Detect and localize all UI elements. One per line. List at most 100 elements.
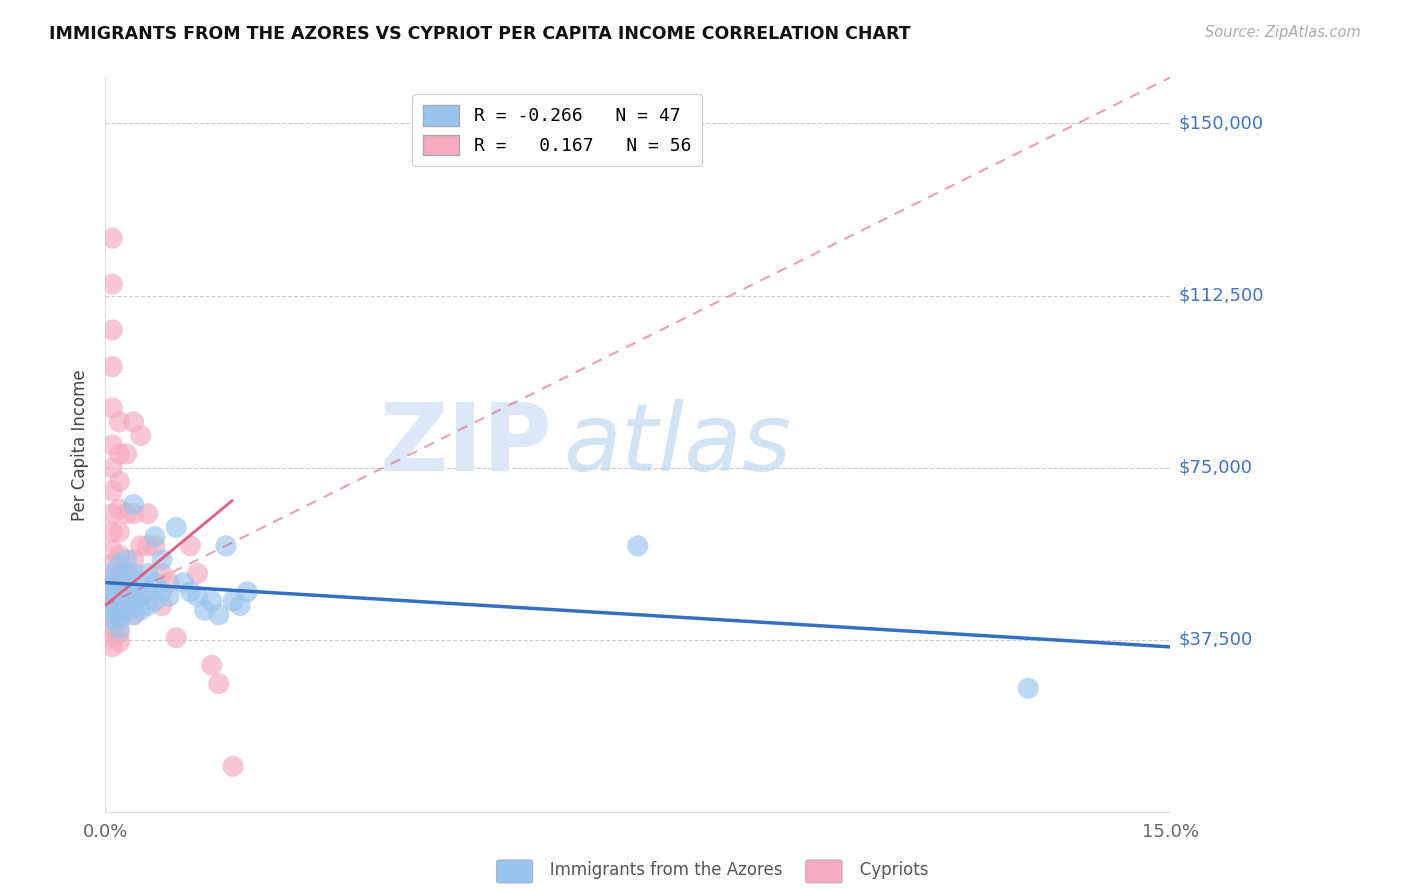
Point [101,558,124,572]
Point [136,539,159,553]
Point [115,590,138,604]
Point [122,566,145,581]
Point [101,507,124,521]
Point [179,584,201,599]
Point [136,584,159,599]
Point [108,612,131,626]
Point [108,447,131,461]
Point [101,401,124,415]
Text: $75,000: $75,000 [1178,458,1253,477]
Point [150,584,173,599]
Point [122,590,145,604]
Point [122,607,145,622]
Point [101,612,124,626]
Point [101,599,124,613]
Point [115,507,138,521]
Y-axis label: Per Capita Income: Per Capita Income [72,369,89,521]
Text: Source: ZipAtlas.com: Source: ZipAtlas.com [1205,25,1361,40]
Point [101,277,124,291]
Point [108,548,131,562]
Point [115,552,138,566]
Point [108,575,131,590]
Point [108,590,131,604]
Point [108,566,131,581]
Point [165,631,187,645]
Point [172,575,194,590]
Point [150,552,173,566]
Point [101,543,124,558]
Point [108,525,131,540]
Point [157,575,180,590]
Text: $150,000: $150,000 [1178,114,1264,132]
Point [122,584,145,599]
Point [179,539,201,553]
Point [101,460,124,475]
Point [101,323,124,337]
Point [186,566,208,581]
Point [101,594,124,608]
Point [101,622,124,636]
Point [101,571,124,585]
Point [129,603,152,617]
Point [115,590,138,604]
Text: Cypriots: Cypriots [844,861,928,879]
Text: IMMIGRANTS FROM THE AZORES VS CYPRIOT PER CAPITA INCOME CORRELATION CHART: IMMIGRANTS FROM THE AZORES VS CYPRIOT PE… [49,25,911,43]
Point [129,539,152,553]
Point [108,622,131,636]
Point [101,590,124,604]
Point [136,599,159,613]
Point [115,447,138,461]
Point [229,599,252,613]
Point [108,626,131,640]
Point [129,590,152,604]
Point [101,612,124,626]
Point [108,603,131,617]
Point [122,507,145,521]
Point [201,594,224,608]
Point [115,603,138,617]
Point [101,584,124,599]
Point [101,566,124,581]
Point [108,415,131,429]
Point [108,558,131,572]
Text: atlas: atlas [564,400,792,491]
Point [143,594,166,608]
Point [101,483,124,498]
Point [143,539,166,553]
Point [115,566,138,581]
Point [194,603,217,617]
Point [101,580,124,594]
Point [115,580,138,594]
Point [115,566,138,581]
Text: ZIP: ZIP [380,399,553,491]
Point [122,599,145,613]
Point [136,507,159,521]
Point [101,525,124,540]
Point [129,428,152,442]
Point [165,520,187,534]
Point [222,594,245,608]
Point [108,635,131,649]
Point [129,590,152,604]
Point [101,603,124,617]
Point [150,599,173,613]
Point [101,438,124,452]
Point [201,658,224,673]
Point [108,584,131,599]
Point [122,552,145,566]
Point [143,575,166,590]
Point [101,640,124,654]
Point [108,475,131,489]
Text: $112,500: $112,500 [1178,286,1264,304]
Point [101,231,124,245]
Point [101,631,124,645]
Text: $37,500: $37,500 [1178,631,1253,649]
Point [236,584,259,599]
Point [129,575,152,590]
Point [136,566,159,581]
Point [208,607,231,622]
Point [208,676,231,690]
Point [627,539,650,553]
Point [101,575,124,590]
Point [122,415,145,429]
